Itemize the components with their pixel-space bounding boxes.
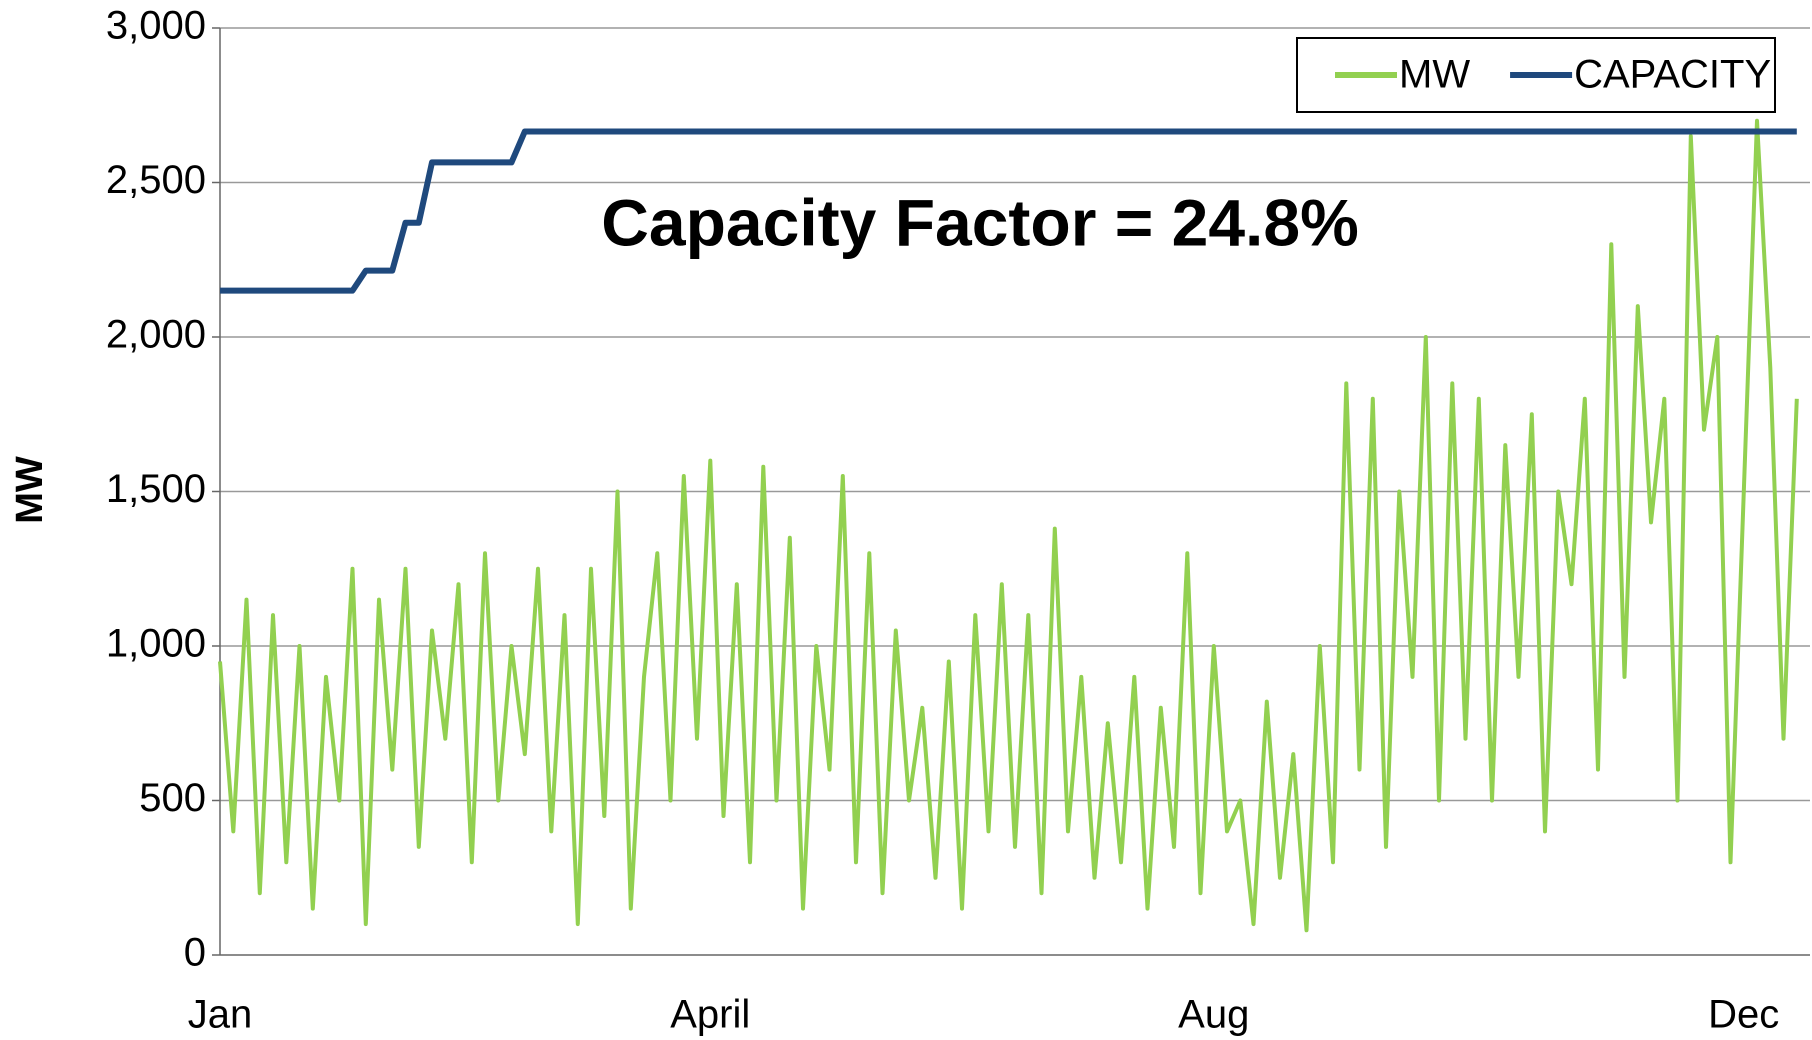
y-tick-label: 1,000 [106, 622, 206, 666]
x-tick-label: April [670, 993, 750, 1037]
x-tick-label: Dec [1708, 993, 1779, 1037]
series-line [218, 118, 1799, 933]
series-line [220, 128, 1797, 294]
y-axis-label: MW [9, 456, 51, 524]
y-tick-label: 2,000 [106, 313, 206, 357]
y-tick-label: 1,500 [106, 467, 206, 511]
y-tick-label: 0 [184, 931, 206, 975]
legend-label: CAPACITY [1574, 53, 1771, 97]
y-tick-label: 500 [139, 776, 206, 820]
x-tick-label: Jan [188, 993, 253, 1037]
y-tick-label: 3,000 [106, 4, 206, 48]
x-tick-label: Aug [1178, 993, 1249, 1037]
annotation: Capacity Factor = 24.8% [601, 185, 1359, 259]
y-tick-label: 2,500 [106, 158, 206, 202]
legend-label: MW [1399, 53, 1470, 97]
